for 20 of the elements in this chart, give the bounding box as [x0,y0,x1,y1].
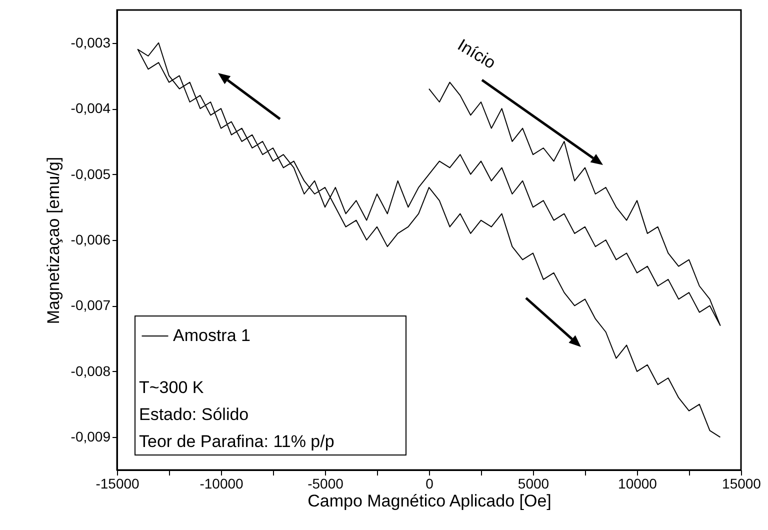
annotation: Teor de Parafina: 11% p/p [139,432,334,451]
y-tick-label: -0,008 [70,362,111,379]
x-tick-label: -10000 [200,476,244,492]
y-axis-title: Magnetizaçao [emu/g] [44,156,63,324]
y-tick-label: -0,006 [70,232,111,248]
x-tick-label: 15000 [722,476,762,492]
y-tick-label: -0,005 [70,166,111,182]
x-axis-title: Campo Magnético Aplicado [Oe] [308,492,552,510]
y-tick-label: -0,009 [70,428,111,445]
y-tick-label: -0,004 [70,100,111,116]
x-tick-label: 10000 [618,476,658,492]
x-tick-label: 5000 [518,476,550,492]
legend-label: Amostra 1 [173,326,250,345]
y-tick-label: -0,003 [70,34,111,50]
y-tick-label: -0,007 [70,297,111,314]
x-tick-label: 0 [426,476,434,492]
x-tick-label: -15000 [96,476,140,492]
x-tick-label: -5000 [308,476,344,492]
annotation: Estado: Sólido [139,405,249,424]
annotation: T~300 K [139,378,204,397]
